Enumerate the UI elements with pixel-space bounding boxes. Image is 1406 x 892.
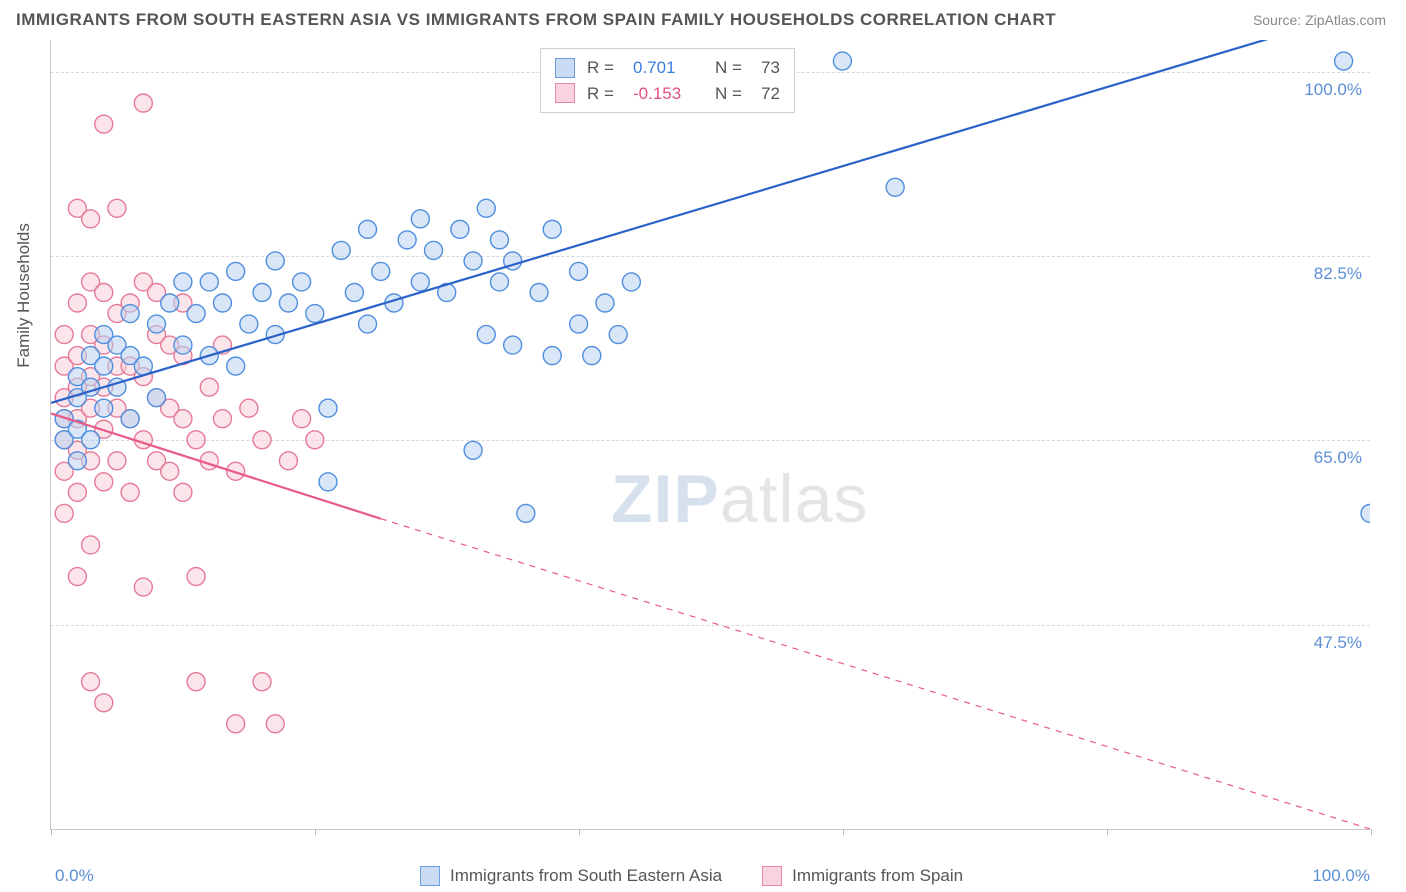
x-min-label: 0.0% xyxy=(55,866,94,886)
x-tick xyxy=(51,829,52,835)
legend-row-blue: R = 0.701 N = 73 xyxy=(555,55,780,81)
x-tick xyxy=(579,829,580,835)
y-axis-label: Family Households xyxy=(14,223,34,368)
r-value-blue: 0.701 xyxy=(633,55,703,81)
chart-svg xyxy=(51,40,1370,829)
legend-label-pink: Immigrants from Spain xyxy=(792,866,963,886)
legend-item-pink: Immigrants from Spain xyxy=(762,866,963,886)
legend-swatch-pink xyxy=(762,866,782,886)
legend-row-pink: R = -0.153 N = 72 xyxy=(555,81,780,107)
y-tick-label: 82.5% xyxy=(1314,264,1362,284)
x-max-label: 100.0% xyxy=(1312,866,1370,886)
x-tick xyxy=(315,829,316,835)
x-tick xyxy=(1371,829,1372,835)
n-value-blue: 73 xyxy=(761,55,780,81)
n-label: N = xyxy=(715,81,749,107)
n-label: N = xyxy=(715,55,749,81)
r-value-pink: -0.153 xyxy=(633,81,703,107)
correlation-legend: R = 0.701 N = 73 R = -0.153 N = 72 xyxy=(540,48,795,113)
x-tick xyxy=(843,829,844,835)
legend-label-blue: Immigrants from South Eastern Asia xyxy=(450,866,722,886)
chart-title: IMMIGRANTS FROM SOUTH EASTERN ASIA VS IM… xyxy=(16,10,1056,30)
y-tick-label: 65.0% xyxy=(1314,448,1362,468)
legend-swatch-blue xyxy=(555,58,575,78)
legend-swatch-blue xyxy=(420,866,440,886)
x-tick xyxy=(1107,829,1108,835)
n-value-pink: 72 xyxy=(761,81,780,107)
source-attribution: Source: ZipAtlas.com xyxy=(1253,12,1386,28)
series-legend: Immigrants from South Eastern Asia Immig… xyxy=(420,866,963,886)
y-tick-label: 100.0% xyxy=(1304,80,1362,100)
r-label: R = xyxy=(587,55,621,81)
legend-swatch-pink xyxy=(555,83,575,103)
y-tick-label: 47.5% xyxy=(1314,633,1362,653)
plot-area: ZIPatlas 47.5%65.0%82.5%100.0% xyxy=(50,40,1370,830)
r-label: R = xyxy=(587,81,621,107)
legend-item-blue: Immigrants from South Eastern Asia xyxy=(420,866,722,886)
